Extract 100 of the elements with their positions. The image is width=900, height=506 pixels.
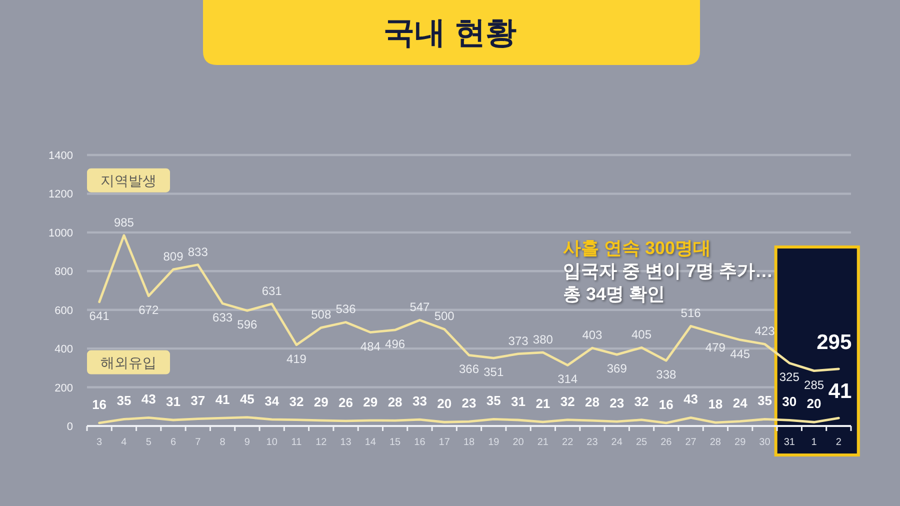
y-tick-label: 1200 xyxy=(48,188,73,201)
data-label: 45 xyxy=(240,391,254,406)
data-label: 373 xyxy=(508,334,529,348)
data-label: 314 xyxy=(558,372,578,386)
y-tick-label: 1000 xyxy=(48,227,73,240)
data-label: 672 xyxy=(138,302,159,317)
x-tick-label: 16 xyxy=(414,437,426,448)
data-label: 405 xyxy=(632,328,652,342)
text: 해외유입 xyxy=(100,354,156,370)
data-label: 351 xyxy=(484,365,504,380)
data-label: 41 xyxy=(828,380,852,404)
data-label: 24 xyxy=(732,395,748,410)
data-label: 34 xyxy=(264,393,280,408)
data-label: 445 xyxy=(730,346,750,361)
data-label: 28 xyxy=(584,394,600,410)
y-tick-label: 200 xyxy=(54,382,73,394)
data-label: 631 xyxy=(262,284,282,298)
data-label: 403 xyxy=(582,328,603,342)
x-tick-label: 11 xyxy=(291,437,302,448)
data-label: 484 xyxy=(360,339,381,354)
data-label: 28 xyxy=(388,394,402,410)
data-label: 35 xyxy=(758,393,772,408)
x-tick-label: 20 xyxy=(512,437,524,448)
data-label: 30 xyxy=(782,394,797,410)
x-tick-label: 12 xyxy=(316,437,328,448)
data-label: 33 xyxy=(412,394,427,409)
data-label: 37 xyxy=(190,392,206,408)
data-label: 596 xyxy=(237,318,258,332)
x-tick-label: 9 xyxy=(244,437,250,448)
data-label: 35 xyxy=(486,393,501,408)
y-tick-label: 1400 xyxy=(48,150,73,162)
data-label: 516 xyxy=(680,306,702,320)
y-tick-label: 800 xyxy=(54,266,73,278)
data-label: 31 xyxy=(166,394,180,409)
data-label: 35 xyxy=(116,393,132,408)
data-label: 536 xyxy=(336,302,356,316)
data-label: 20 xyxy=(806,396,822,412)
data-label: 29 xyxy=(363,394,378,410)
x-tick-label: 5 xyxy=(146,437,152,448)
data-label: 285 xyxy=(804,378,824,392)
x-tick-label: 28 xyxy=(710,437,722,448)
data-label: 833 xyxy=(188,244,208,259)
x-tick-label: 27 xyxy=(685,437,697,448)
data-label: 16 xyxy=(92,396,107,412)
annotation: 입국자 중 변이 7명 추가… xyxy=(563,261,774,281)
data-label: 500 xyxy=(434,309,455,324)
data-label: 508 xyxy=(311,308,332,322)
annotation: 사흘 연속 300명대 xyxy=(563,238,712,258)
x-tick-label: 29 xyxy=(734,437,746,448)
x-tick-label: 13 xyxy=(340,437,352,448)
data-label: 295 xyxy=(816,330,852,354)
data-label: 18 xyxy=(708,396,723,412)
data-label: 16 xyxy=(658,396,674,412)
data-label: 380 xyxy=(532,332,554,346)
x-tick-label: 30 xyxy=(759,437,771,448)
x-tick-label: 6 xyxy=(170,437,176,448)
data-label: 325 xyxy=(779,370,800,384)
data-label: 29 xyxy=(314,394,328,410)
data-label: 43 xyxy=(684,392,698,407)
data-label: 43 xyxy=(141,392,156,407)
data-label: 366 xyxy=(458,362,480,376)
x-tick-label: 14 xyxy=(364,437,376,448)
x-tick-label: 22 xyxy=(562,437,574,448)
x-tick-label: 10 xyxy=(266,437,278,448)
x-tick-label: 1 xyxy=(811,437,818,448)
data-label: 21 xyxy=(536,396,550,411)
data-label: 31 xyxy=(511,394,526,409)
x-tick-label: 31 xyxy=(784,437,796,448)
data-label: 23 xyxy=(462,396,476,411)
data-label: 809 xyxy=(163,249,184,264)
data-label: 23 xyxy=(610,396,624,411)
text: 지역발생 xyxy=(100,172,156,188)
y-tick-label: 400 xyxy=(54,344,73,356)
y-tick-label: 600 xyxy=(54,304,73,317)
data-label: 633 xyxy=(212,310,233,324)
x-tick-label: 8 xyxy=(220,437,226,448)
x-tick-label: 4 xyxy=(121,437,128,448)
annotation: 총 34명 확인 xyxy=(563,284,666,304)
data-label: 41 xyxy=(215,392,230,408)
x-tick-label: 26 xyxy=(660,437,672,448)
x-tick-label: 24 xyxy=(611,437,623,448)
data-label: 496 xyxy=(385,336,406,351)
x-tick-label: 19 xyxy=(488,437,500,448)
data-label: 423 xyxy=(754,324,776,338)
x-tick-label: 25 xyxy=(636,437,648,448)
x-tick-label: 2 xyxy=(836,437,842,448)
y-tick-label: 0 xyxy=(66,421,73,433)
x-tick-label: 18 xyxy=(463,437,475,448)
x-tick-label: 23 xyxy=(586,437,598,448)
data-label: 32 xyxy=(289,394,304,409)
x-tick-label: 7 xyxy=(195,437,202,448)
x-tick-label: 21 xyxy=(537,437,549,448)
data-label: 985 xyxy=(114,215,134,230)
x-tick-label: 3 xyxy=(96,437,103,448)
data-label: 338 xyxy=(656,368,676,382)
x-tick-label: 15 xyxy=(390,437,402,448)
data-label: 419 xyxy=(286,352,307,366)
data-label: 547 xyxy=(410,300,430,314)
data-label: 369 xyxy=(606,362,628,376)
x-tick-label: 17 xyxy=(438,437,450,448)
